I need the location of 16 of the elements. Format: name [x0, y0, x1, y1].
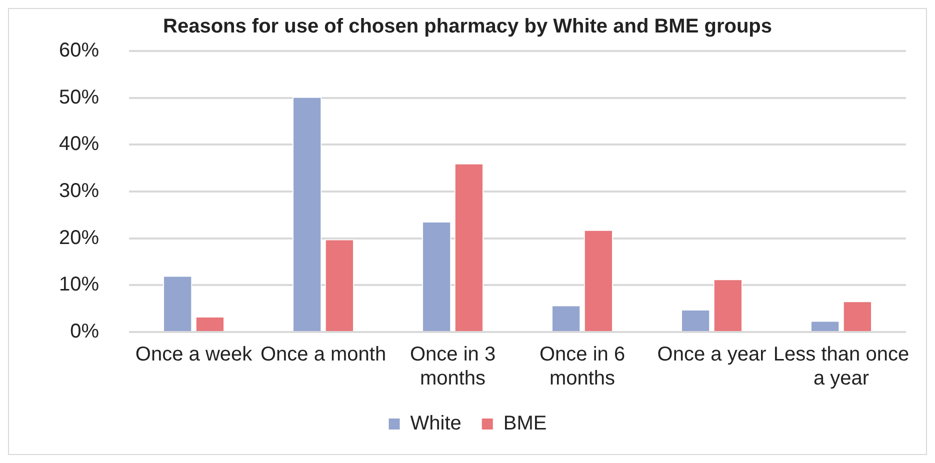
- y-tick-label: 60%: [59, 40, 100, 62]
- y-tick-label: 0%: [70, 320, 100, 343]
- chart-title: Reasons for use of chosen pharmacy by White and BME groups: [163, 16, 772, 38]
- legend-label: White: [410, 412, 462, 435]
- x-tick-label: Once in 3 months: [410, 344, 496, 390]
- x-tick-label: Once a month: [260, 344, 386, 366]
- x-tick-label: Once in 6 months: [539, 344, 626, 390]
- x-tick-label: Less than once a year: [773, 344, 910, 390]
- y-tick-label: 10%: [59, 274, 100, 296]
- x-tick-label: Once a year: [657, 344, 767, 366]
- y-tick-label: 40%: [59, 133, 100, 156]
- legend-label: BME: [503, 412, 547, 435]
- y-tick-label: 20%: [59, 226, 100, 249]
- y-tick-label: 50%: [59, 86, 100, 108]
- x-tick-label: Once a week: [135, 344, 254, 366]
- y-tick-label: 30%: [59, 180, 100, 202]
